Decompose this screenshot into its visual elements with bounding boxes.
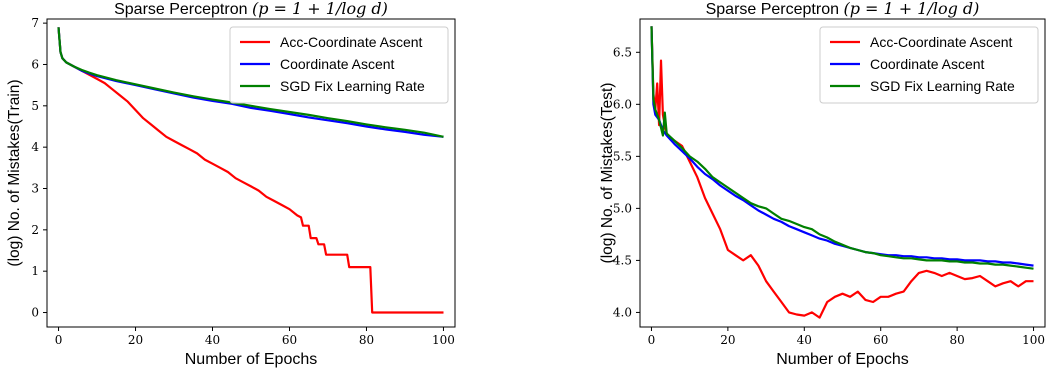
chart-title: Sparse Perceptron (p = 1 + 1/log d) [706, 0, 980, 18]
y-tick-label: 5 [31, 99, 39, 113]
x-tick-label: 60 [873, 333, 888, 347]
legend-label: Coordinate Ascent [280, 56, 395, 72]
chart-title: Sparse Perceptron (p = 1 + 1/log d) [114, 0, 388, 18]
y-axis-label: (log) No. of Mistakes(Train) [6, 79, 23, 266]
legend-label: Acc-Coordinate Ascent [870, 34, 1013, 50]
x-tick-label: 40 [205, 333, 220, 347]
series-lines [650, 26, 1034, 319]
x-axis-label: Number of Epochs [185, 351, 318, 368]
legend-label: Coordinate Ascent [870, 56, 985, 72]
x-tick-label: 60 [282, 333, 297, 347]
legend-label: SGD Fix Learning Rate [280, 78, 425, 94]
y-axis-label: (log) No. of Mistakes(Test) [599, 83, 616, 264]
y-tick-label: 3 [31, 182, 39, 196]
chart-2: 0 20 40 60 80 100 4.0 4.5 5.0 5.5 6.0 6.5 Sparse Per… [599, 0, 1046, 368]
plot-frame [46, 18, 456, 328]
series-line-2 [650, 26, 1034, 267]
x-tick-label: 0 [55, 333, 63, 347]
x-tick-label: 40 [797, 333, 812, 347]
y-tick-label: 6.0 [613, 97, 632, 111]
series-lines [57, 27, 444, 314]
y-tick-label: 4.5 [613, 253, 632, 267]
y-tick-label: 5.0 [613, 201, 632, 215]
x-tick-label: 100 [1022, 333, 1045, 347]
y-tick-label: 6 [31, 57, 39, 71]
legend-label: Acc-Coordinate Ascent [280, 34, 423, 50]
y-tick-label: 4.0 [613, 305, 632, 319]
y-tick-label: 2 [31, 223, 39, 237]
x-tick-label: 20 [720, 333, 735, 347]
legend-box [819, 26, 1039, 104]
x-tick-label: 80 [949, 333, 964, 347]
x-tick-label: 100 [432, 333, 455, 347]
x-axis-label: Number of Epochs [776, 351, 909, 368]
legend: Acc-Coordinate Ascent Coordinate Ascent SG… [819, 26, 1039, 104]
series-line-3 [650, 26, 1034, 270]
y-tick-label: 4 [31, 140, 39, 154]
y-tick-label: 1 [31, 264, 39, 278]
legend: Acc-Coordinate Ascent Coordinate Ascent SG… [229, 26, 449, 104]
legend-box [229, 26, 449, 104]
y-tick-label: 7 [31, 16, 39, 30]
legend-label: SGD Fix Learning Rate [870, 78, 1015, 94]
y-tick-label: 0 [31, 306, 39, 320]
plot-frame [639, 18, 1046, 328]
x-tick-label: 0 [648, 333, 656, 347]
chart-1: 0 20 40 60 80 100 0 1 2 3 4 5 6 7 Sparse Perceptron (p… [6, 0, 456, 368]
y-tick-label: 6.5 [613, 45, 632, 59]
series-line-3 [57, 27, 444, 138]
series-line-1 [57, 27, 444, 314]
x-tick-label: 80 [359, 333, 374, 347]
y-tick-label: 5.5 [613, 149, 632, 163]
x-tick-label: 20 [128, 333, 143, 347]
